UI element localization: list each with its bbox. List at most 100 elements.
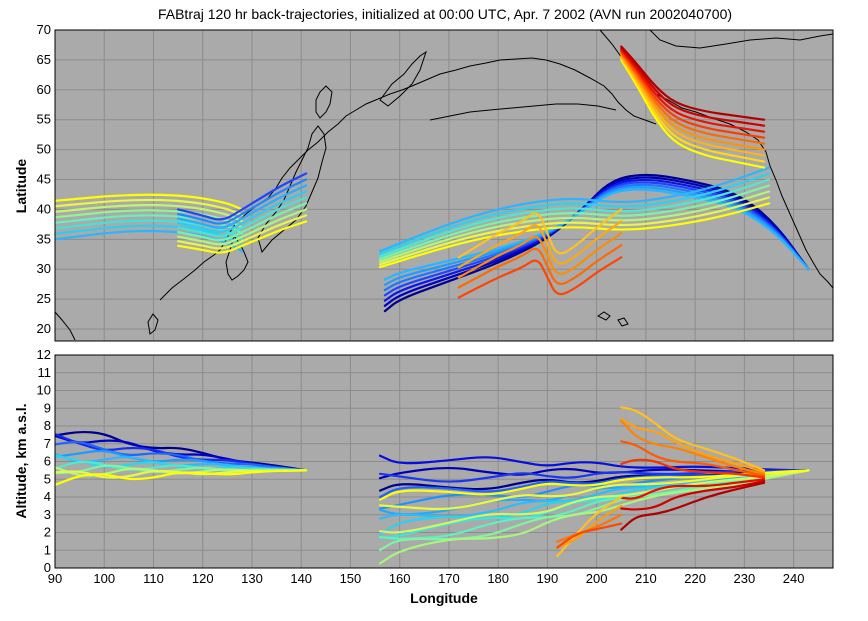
altitude-x-tick-label: 110 <box>143 571 164 586</box>
altitude-trajectory-line <box>620 440 766 477</box>
map-trajectory-line <box>55 193 244 211</box>
altitude-trajectory-line <box>620 458 766 479</box>
altitude-x-tick-label: 120 <box>192 571 214 586</box>
map-y-tick-label: 30 <box>37 261 51 276</box>
map-trajectory-line <box>177 196 308 238</box>
coastline-korea <box>225 234 249 281</box>
map-trajectory-line <box>457 244 623 289</box>
altitude-y-tick-label: 10 <box>37 383 51 398</box>
map-trajectory-line <box>457 220 623 269</box>
map-trajectory-line <box>620 50 766 139</box>
map-y-tick-label: 60 <box>37 82 51 97</box>
altitude-x-tick-label: 190 <box>537 571 559 586</box>
map-trajectory-line <box>177 208 308 246</box>
map-y-tick-label: 65 <box>37 52 51 67</box>
altitude-trajectory-line <box>620 418 766 474</box>
altitude-y-tick-label: 6 <box>44 454 51 469</box>
map-trajectory-line <box>620 57 766 163</box>
map-trajectory-line <box>620 52 766 145</box>
map-gridlines <box>54 29 833 341</box>
map-y-tick-label: 55 <box>37 112 51 127</box>
altitude-frame <box>54 354 834 569</box>
altitude-x-tick-label: 180 <box>487 571 509 586</box>
map-y-tick-label: 45 <box>37 172 51 187</box>
map-y-tick-label: 35 <box>37 231 51 246</box>
altitude-y-tick-label: 5 <box>44 471 51 486</box>
altitude-y-tick-label: 7 <box>44 436 51 451</box>
altitude-y-tick-label: 0 <box>44 560 51 575</box>
altitude-trajectories <box>55 406 810 565</box>
map-trajectory-line <box>55 229 244 253</box>
map-trajectory-line <box>457 208 623 259</box>
altitude-x-tick-label: 230 <box>734 571 756 586</box>
altitude-trajectory-line <box>556 522 623 549</box>
altitude-y-tick-label: 8 <box>44 418 51 433</box>
map-y-tick-label: 50 <box>37 142 51 157</box>
map-trajectory-line <box>620 58 766 169</box>
map-trajectory-line <box>457 232 623 279</box>
altitude-x-tick-label: 90 <box>48 571 62 586</box>
map-panel: 20 25 30 35 40 45 50 55 60 65 70 Latitude <box>13 22 834 342</box>
map-trajectory-line <box>177 190 308 233</box>
altitude-trajectory-line <box>620 481 766 531</box>
map-y-tick-label: 70 <box>37 22 51 37</box>
altitude-trajectory-line <box>556 504 623 549</box>
altitude-y-tick-label: 2 <box>44 525 51 540</box>
coastline-north <box>649 29 834 49</box>
coastline-hawaii <box>597 311 629 327</box>
altitude-x-tick-label: 210 <box>635 571 657 586</box>
chart-title: FABtraj 120 hr back-trajectories, initia… <box>158 6 732 22</box>
altitude-x-axis-label: Longitude <box>410 590 478 606</box>
altitude-x-tick-label: 100 <box>93 571 115 586</box>
map-trajectory-line <box>383 178 810 302</box>
map-trajectory-line <box>177 172 308 221</box>
altitude-y-tick-label: 3 <box>44 507 51 522</box>
map-y-tick-label: 20 <box>37 321 51 336</box>
map-trajectory-line <box>177 214 308 250</box>
altitude-trajectory-line <box>55 469 308 486</box>
altitude-y-tick-label: 9 <box>44 400 51 415</box>
map-trajectory-line <box>378 172 771 255</box>
altitude-x-tick-label: 160 <box>389 571 411 586</box>
map-trajectory-line <box>378 166 771 253</box>
map-trajectory-line <box>620 53 766 151</box>
altitude-trajectory-line <box>620 419 766 475</box>
map-trajectory-line <box>383 181 810 297</box>
map-trajectories <box>55 45 810 313</box>
map-trajectory-line <box>55 214 244 235</box>
map-trajectory-line <box>620 55 766 157</box>
coastline-kamchatka <box>379 50 427 107</box>
map-frame <box>54 29 834 342</box>
altitude-x-tick-label: 150 <box>340 571 362 586</box>
altitude-x-tick-label: 220 <box>684 571 706 586</box>
coastline-sakhalin <box>315 85 333 119</box>
altitude-x-ticks: 90 100 110 120 130 140 150 160 170 180 190 200 210 22… <box>48 571 805 586</box>
altitude-x-tick-label: 170 <box>438 571 460 586</box>
map-y-tick-label: 25 <box>37 291 51 306</box>
altitude-trajectory-line <box>55 449 308 472</box>
map-y-axis-label: Latitude <box>13 159 29 214</box>
map-trajectory-line <box>383 188 810 281</box>
map-trajectory-line <box>383 176 810 307</box>
altitude-trajectory-line <box>620 406 766 472</box>
map-trajectory-line <box>177 202 308 242</box>
map-trajectory-line <box>177 178 308 225</box>
altitude-y-tick-label: 12 <box>37 347 51 362</box>
map-trajectory-line <box>383 186 810 286</box>
map-trajectory-line <box>457 256 623 299</box>
map-trajectory-line <box>620 47 766 127</box>
map-trajectory-line <box>378 178 771 258</box>
altitude-trajectory-line <box>620 478 766 500</box>
map-trajectory-line <box>55 198 244 217</box>
altitude-y-tick-label: 11 <box>38 365 52 380</box>
altitude-trajectory-line <box>378 469 810 534</box>
coastline-taiwan <box>147 313 159 335</box>
map-trajectory-line <box>378 196 771 266</box>
map-y-ticks: 20 25 30 35 40 45 50 55 60 65 70 <box>37 22 51 336</box>
altitude-trajectory-line <box>55 440 308 472</box>
map-y-tick-label: 40 <box>37 201 51 216</box>
altitude-x-tick-label: 200 <box>586 571 608 586</box>
altitude-x-tick-label: 140 <box>290 571 312 586</box>
